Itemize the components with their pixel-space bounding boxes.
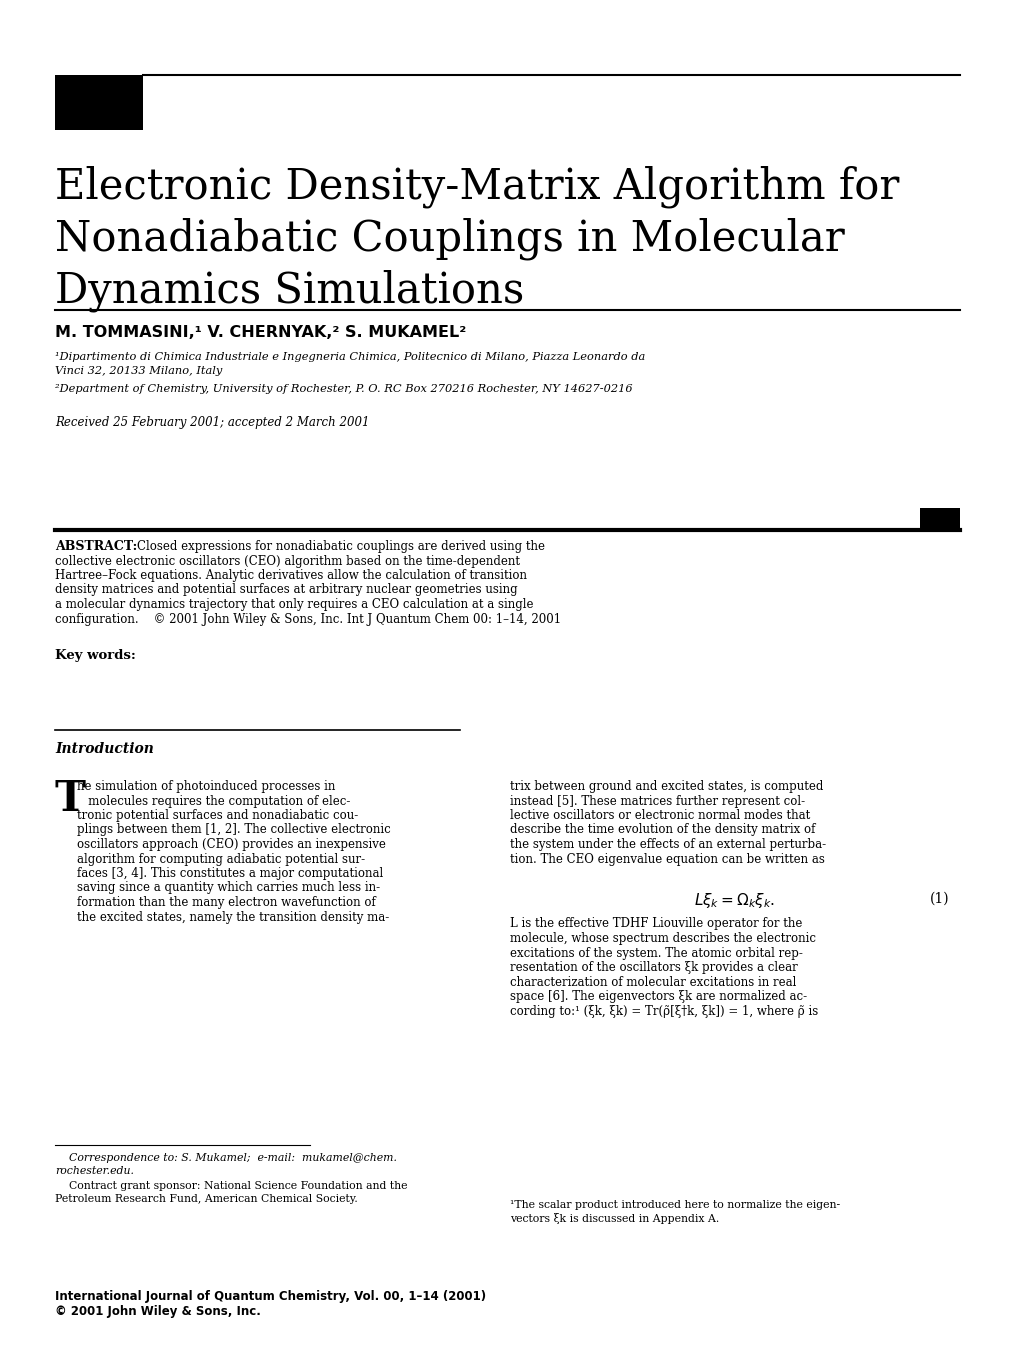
Text: ²Department of Chemistry, University of Rochester, P. O. RC Box 270216 Rochester: ²Department of Chemistry, University of … (55, 384, 632, 394)
Text: molecules requires the computation of elec-: molecules requires the computation of el… (76, 794, 351, 808)
Text: he simulation of photoinduced processes in: he simulation of photoinduced processes … (76, 781, 335, 793)
Text: ¹Dipartimento di Chimica Industriale e Ingegneria Chimica, Politecnico di Milano: ¹Dipartimento di Chimica Industriale e I… (55, 352, 645, 375)
Text: Key words:: Key words: (55, 650, 136, 662)
Text: the excited states, namely the transition density ma-: the excited states, namely the transitio… (76, 910, 389, 923)
Text: lective oscillators or electronic normal modes that: lective oscillators or electronic normal… (510, 809, 809, 821)
Text: tronic potential surfaces and nonadiabatic cou-: tronic potential surfaces and nonadiabat… (76, 809, 358, 821)
Text: Petroleum Research Fund, American Chemical Society.: Petroleum Research Fund, American Chemic… (55, 1194, 358, 1204)
Text: molecule, whose spectrum describes the electronic: molecule, whose spectrum describes the e… (510, 932, 815, 945)
Text: Correspondence to: S. Mukamel;  e-mail:  mukamel@chem.: Correspondence to: S. Mukamel; e-mail: m… (55, 1153, 396, 1163)
Text: $L\xi_k = \Omega_k\xi_k.$: $L\xi_k = \Omega_k\xi_k.$ (694, 892, 774, 910)
Text: instead [5]. These matrices further represent col-: instead [5]. These matrices further repr… (510, 794, 804, 808)
Text: ABSTRACT:: ABSTRACT: (55, 540, 138, 554)
Text: resentation of the oscillators ξk provides a clear: resentation of the oscillators ξk provid… (510, 962, 797, 974)
Text: algorithm for computing adiabatic potential sur-: algorithm for computing adiabatic potent… (76, 853, 365, 865)
Text: saving since a quantity which carries much less in-: saving since a quantity which carries mu… (76, 881, 380, 895)
Text: characterization of molecular excitations in real: characterization of molecular excitation… (510, 975, 796, 989)
Text: ¹The scalar product introduced here to normalize the eigen-: ¹The scalar product introduced here to n… (510, 1200, 840, 1210)
Text: plings between them [1, 2]. The collective electronic: plings between them [1, 2]. The collecti… (76, 824, 390, 836)
Text: a molecular dynamics trajectory that only requires a CEO calculation at a single: a molecular dynamics trajectory that onl… (55, 598, 533, 611)
Text: describe the time evolution of the density matrix of: describe the time evolution of the densi… (510, 824, 814, 836)
Text: Introduction: Introduction (55, 743, 154, 756)
Text: the system under the effects of an external perturba-: the system under the effects of an exter… (510, 838, 825, 851)
Text: Received 25 February 2001; accepted 2 March 2001: Received 25 February 2001; accepted 2 Ma… (55, 416, 369, 428)
Text: International Journal of Quantum Chemistry, Vol. 00, 1–14 (2001): International Journal of Quantum Chemist… (55, 1291, 486, 1303)
Bar (55, 75, 143, 131)
Text: formation than the many electron wavefunction of: formation than the many electron wavefun… (76, 896, 375, 908)
Text: Electronic Density-Matrix Algorithm for: Electronic Density-Matrix Algorithm for (55, 165, 899, 208)
Text: density matrices and potential surfaces at arbitrary nuclear geometries using: density matrices and potential surfaces … (55, 583, 517, 597)
Text: Dynamics Simulations: Dynamics Simulations (55, 269, 524, 311)
Text: Closed expressions for nonadiabatic couplings are derived using the: Closed expressions for nonadiabatic coup… (137, 540, 544, 554)
Text: faces [3, 4]. This constitutes a major computational: faces [3, 4]. This constitutes a major c… (76, 868, 383, 880)
Text: M. TOMMASINI,¹ V. CHERNYAK,² S. MUKAMEL²: M. TOMMASINI,¹ V. CHERNYAK,² S. MUKAMEL² (55, 325, 466, 340)
Text: T: T (55, 778, 86, 820)
Text: (1): (1) (929, 892, 949, 906)
Bar (919, 509, 959, 530)
Text: oscillators approach (CEO) provides an inexpensive: oscillators approach (CEO) provides an i… (76, 838, 385, 851)
Text: L is the effective TDHF Liouville operator for the: L is the effective TDHF Liouville operat… (510, 918, 802, 930)
Text: trix between ground and excited states, is computed: trix between ground and excited states, … (510, 781, 822, 793)
Text: Nonadiabatic Couplings in Molecular: Nonadiabatic Couplings in Molecular (55, 218, 844, 260)
Text: Hartree–Fock equations. Analytic derivatives allow the calculation of transition: Hartree–Fock equations. Analytic derivat… (55, 568, 527, 582)
Text: Contract grant sponsor: National Science Foundation and the: Contract grant sponsor: National Science… (55, 1180, 408, 1191)
Text: excitations of the system. The atomic orbital rep-: excitations of the system. The atomic or… (510, 947, 802, 960)
Text: rochester.edu.: rochester.edu. (55, 1166, 133, 1176)
Text: configuration.    © 2001 John Wiley & Sons, Inc. Int J Quantum Chem 00: 1–14, 20: configuration. © 2001 John Wiley & Sons,… (55, 612, 560, 626)
Text: vectors ξk is discussed in Appendix A.: vectors ξk is discussed in Appendix A. (510, 1213, 718, 1224)
Text: tion. The CEO eigenvalue equation can be written as: tion. The CEO eigenvalue equation can be… (510, 853, 824, 865)
Text: © 2001 John Wiley & Sons, Inc.: © 2001 John Wiley & Sons, Inc. (55, 1306, 261, 1318)
Text: space [6]. The eigenvectors ξk are normalized ac-: space [6]. The eigenvectors ξk are norma… (510, 990, 806, 1004)
Text: cording to:¹ (ξk, ξk) = Tr(ρ̃[ξ†k, ξk]) = 1, where ρ̃ is: cording to:¹ (ξk, ξk) = Tr(ρ̃[ξ†k, ξk]) … (510, 1005, 817, 1017)
Text: collective electronic oscillators (CEO) algorithm based on the time-dependent: collective electronic oscillators (CEO) … (55, 555, 520, 567)
